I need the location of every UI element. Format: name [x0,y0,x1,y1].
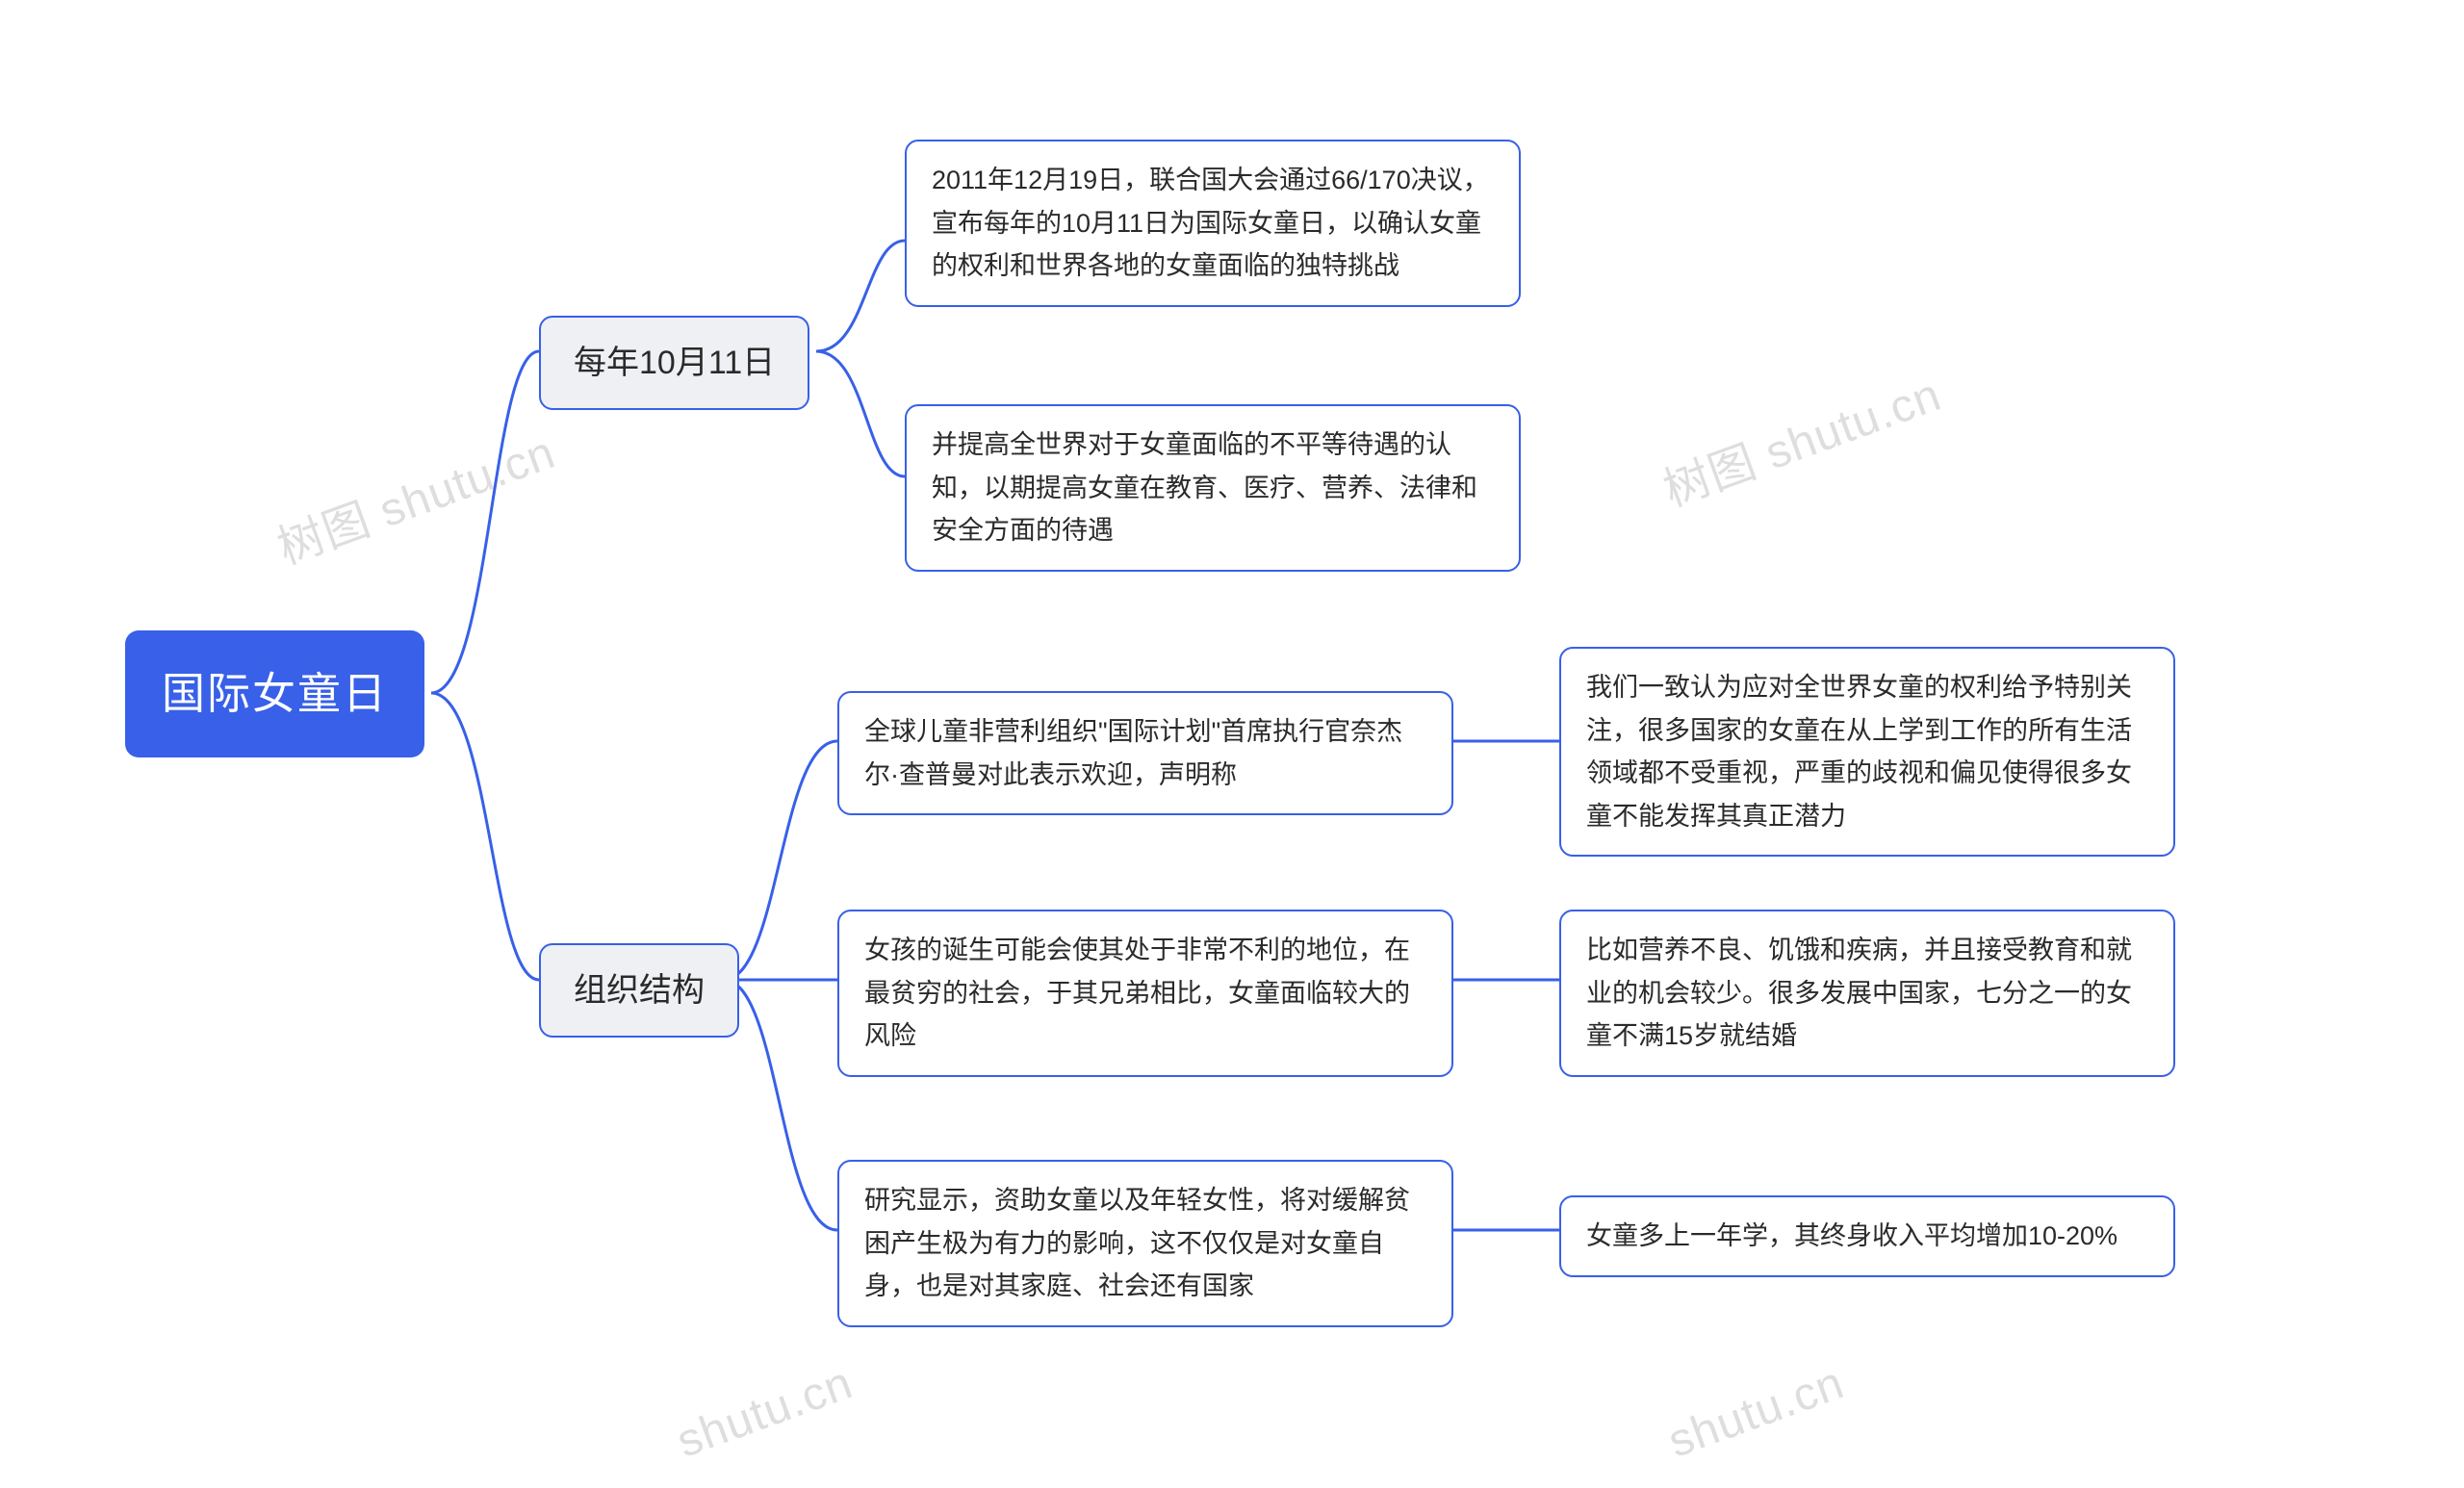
org-child-1: 全球儿童非营利组织"国际计划"首席执行官奈杰尔·查普曼对此表示欢迎，声明称 [837,691,1453,815]
branch-date-label: 每年10月11日 [574,337,775,389]
watermark: shutu.cn [670,1356,860,1468]
org-detail-1-text: 我们一致认为应对全世界女童的权利给予特别关注，很多国家的女童在从上学到工作的所有… [1586,666,2148,837]
org-detail-1: 我们一致认为应对全世界女童的权利给予特别关注，很多国家的女童在从上学到工作的所有… [1559,647,2175,857]
branch-org: 组织结构 [539,943,739,1038]
root-label: 国际女童日 [162,659,388,729]
org-detail-3-text: 女童多上一年学，其终身收入平均增加10-20% [1586,1215,2118,1258]
org-child-3: 研究显示，资助女童以及年轻女性，将对缓解贫困产生极为有力的影响，这不仅仅是对女童… [837,1160,1453,1327]
org-detail-2-text: 比如营养不良、饥饿和疾病，并且接受教育和就业的机会较少。很多发展中国家，七分之一… [1586,929,2148,1058]
watermark: 树图 shutu.cn [267,415,563,577]
org-child-2-text: 女孩的诞生可能会使其处于非常不利的地位，在最贫穷的社会，于其兄弟相比，女童面临较… [864,929,1426,1058]
date-child-1-text: 2011年12月19日，联合国大会通过66/170决议，宣布每年的10月11日为… [932,159,1494,288]
org-child-2: 女孩的诞生可能会使其处于非常不利的地位，在最贫穷的社会，于其兄弟相比，女童面临较… [837,910,1453,1077]
org-detail-3: 女童多上一年学，其终身收入平均增加10-20% [1559,1195,2175,1277]
watermark: shutu.cn [1661,1356,1851,1468]
branch-org-label: 组织结构 [574,964,705,1016]
branch-date: 每年10月11日 [539,316,809,410]
date-child-2-text: 并提高全世界对于女童面临的不平等待遇的认知，以期提高女童在教育、医疗、营养、法律… [932,423,1494,552]
root-node: 国际女童日 [125,630,424,757]
watermark: 树图 shutu.cn [1653,357,1949,520]
org-child-1-text: 全球儿童非营利组织"国际计划"首席执行官奈杰尔·查普曼对此表示欢迎，声明称 [864,710,1426,796]
date-child-1: 2011年12月19日，联合国大会通过66/170决议，宣布每年的10月11日为… [905,140,1521,307]
org-child-3-text: 研究显示，资助女童以及年轻女性，将对缓解贫困产生极为有力的影响，这不仅仅是对女童… [864,1179,1426,1308]
org-detail-2: 比如营养不良、饥饿和疾病，并且接受教育和就业的机会较少。很多发展中国家，七分之一… [1559,910,2175,1077]
date-child-2: 并提高全世界对于女童面临的不平等待遇的认知，以期提高女童在教育、医疗、营养、法律… [905,404,1521,572]
